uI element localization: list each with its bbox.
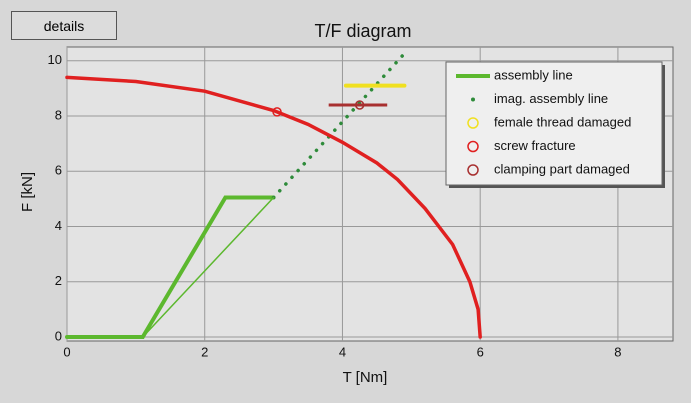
curve-series (65, 75, 482, 339)
x-tick-label: 8 (614, 344, 621, 359)
legend-icon (467, 164, 479, 176)
legend (445, 61, 663, 186)
y-tick-label: 10 (48, 52, 62, 67)
marker (354, 100, 365, 110)
legend-icon (467, 117, 479, 129)
y-axis-label: F [kN] (19, 172, 36, 212)
line-series (65, 195, 276, 339)
x-tick-label: 0 (63, 344, 70, 359)
details-button[interactable]: details (11, 11, 117, 40)
thin-series (142, 196, 275, 338)
legend-icon (467, 140, 479, 153)
legend-label: female thread damaged (494, 114, 631, 129)
x-tick-label: 2 (201, 344, 208, 359)
x-axis-label: T [Nm] (343, 369, 388, 386)
legend-icon (471, 97, 475, 102)
legend-label: screw fracture (494, 138, 576, 153)
chart-title: T/F diagram (314, 21, 411, 41)
x-tick-label: 6 (477, 344, 484, 359)
y-tick-label: 6 (55, 163, 62, 178)
y-tick-label: 8 (55, 107, 62, 122)
y-tick-label: 0 (55, 328, 62, 343)
x-tick-label: 4 (339, 344, 346, 359)
y-tick-label: 2 (55, 273, 62, 288)
dotted-series (271, 48, 410, 200)
legend-label: clamping part damaged (494, 161, 630, 176)
legend-label: assembly line (494, 67, 573, 82)
legend-label: imag. assembly line (494, 91, 608, 106)
y-tick-label: 4 (55, 218, 62, 233)
